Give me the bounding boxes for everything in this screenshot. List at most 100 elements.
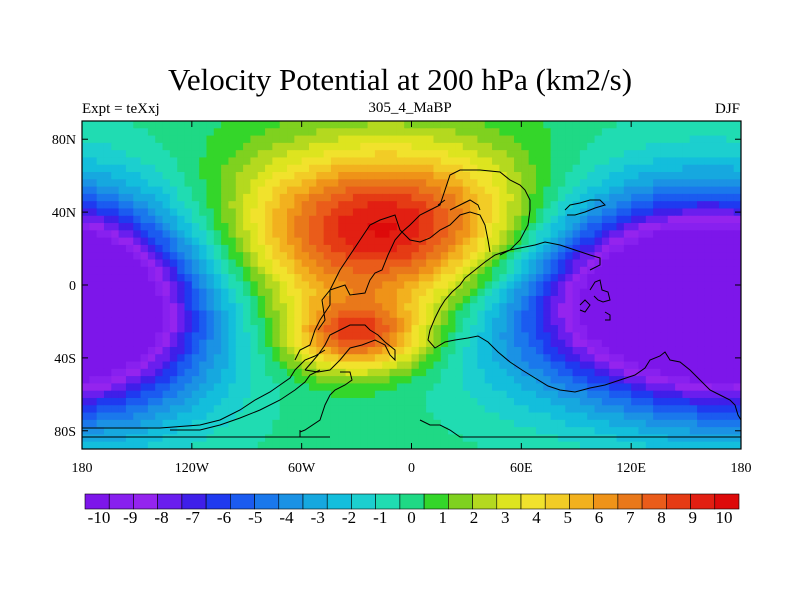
field-cell (499, 397, 508, 406)
field-cell (609, 244, 618, 253)
field-cell (382, 397, 391, 406)
field-cell (82, 376, 90, 384)
field-cell (704, 266, 713, 275)
field-cell (294, 354, 303, 363)
field-cell (265, 427, 273, 436)
field-cell (111, 303, 120, 312)
field-cell (103, 164, 112, 173)
field-cell (345, 434, 354, 443)
field-cell (103, 201, 112, 210)
field-cell (682, 230, 691, 239)
field-cell (265, 266, 273, 275)
field-cell (704, 274, 713, 282)
field-cell (616, 354, 625, 363)
field-cell (294, 215, 303, 224)
field-cell (111, 390, 120, 399)
field-cell (199, 383, 208, 392)
field-cell (162, 412, 171, 421)
field-cell (418, 252, 427, 261)
field-cell (330, 128, 339, 137)
field-cell (609, 288, 618, 297)
field-cell (169, 223, 178, 231)
field-cell (265, 419, 273, 428)
field-cell (455, 383, 464, 392)
field-cell (499, 172, 508, 180)
field-cell (396, 244, 405, 253)
field-cell (374, 317, 383, 326)
field-cell (462, 274, 471, 282)
field-cell (118, 295, 127, 304)
field-cell (199, 274, 208, 282)
field-cell (711, 361, 720, 370)
field-cell (697, 317, 705, 326)
field-cell (623, 346, 632, 355)
field-cell (367, 361, 376, 370)
field-cell (367, 434, 376, 443)
field-cell (455, 223, 464, 231)
field-cell (155, 186, 164, 195)
field-cell (345, 201, 354, 210)
field-cell (506, 230, 515, 239)
field-cell (682, 215, 691, 224)
field-cell (572, 215, 581, 224)
field-cell (484, 434, 493, 443)
field-cell (360, 376, 369, 384)
field-cell (404, 310, 413, 319)
field-cell (462, 208, 471, 217)
field-cell (455, 193, 464, 202)
field-cell (704, 128, 713, 137)
field-cell (111, 230, 120, 239)
colorbar-label: -7 (186, 508, 201, 527)
field-cell (338, 223, 347, 231)
field-cell (374, 427, 383, 436)
field-cell (162, 339, 171, 348)
field-cell (565, 193, 574, 202)
field-cell (279, 405, 288, 414)
field-cell (418, 237, 427, 246)
field-cell (133, 412, 142, 421)
field-cell (550, 288, 559, 297)
field-cell (631, 164, 640, 173)
field-cell (301, 397, 310, 406)
field-cell (272, 164, 281, 173)
field-cell (682, 186, 691, 195)
field-cell (477, 281, 486, 290)
field-cell (535, 252, 544, 261)
field-cell (565, 376, 574, 384)
field-cell (572, 237, 581, 246)
field-cell (579, 397, 588, 406)
field-cell (316, 281, 325, 290)
field-cell (155, 179, 164, 188)
field-cell (426, 310, 435, 319)
field-cell (594, 419, 603, 428)
field-cell (521, 412, 530, 421)
field-cell (147, 244, 156, 253)
field-cell (470, 244, 478, 253)
field-cell (228, 121, 237, 129)
field-cell (492, 368, 500, 377)
field-cell (521, 157, 530, 166)
field-cell (492, 303, 500, 312)
field-cell (528, 215, 537, 224)
field-cell (352, 376, 361, 384)
field-cell (308, 186, 317, 195)
field-cell (103, 325, 112, 333)
field-cell (206, 310, 215, 319)
field-cell (389, 317, 398, 326)
field-cell (462, 150, 471, 159)
field-cell (111, 223, 120, 231)
field-cell (374, 150, 383, 159)
field-cell (191, 397, 200, 406)
field-cell (492, 310, 500, 319)
field-cell (448, 310, 457, 319)
field-cell (492, 150, 500, 159)
field-cell (345, 441, 354, 449)
x-tick-label: 60W (288, 461, 316, 476)
field-cell (462, 361, 471, 370)
field-cell (477, 397, 486, 406)
field-cell (228, 266, 237, 275)
field-cell (125, 419, 134, 428)
field-cell (426, 157, 435, 166)
field-cell (528, 150, 537, 159)
field-cell (594, 164, 603, 173)
